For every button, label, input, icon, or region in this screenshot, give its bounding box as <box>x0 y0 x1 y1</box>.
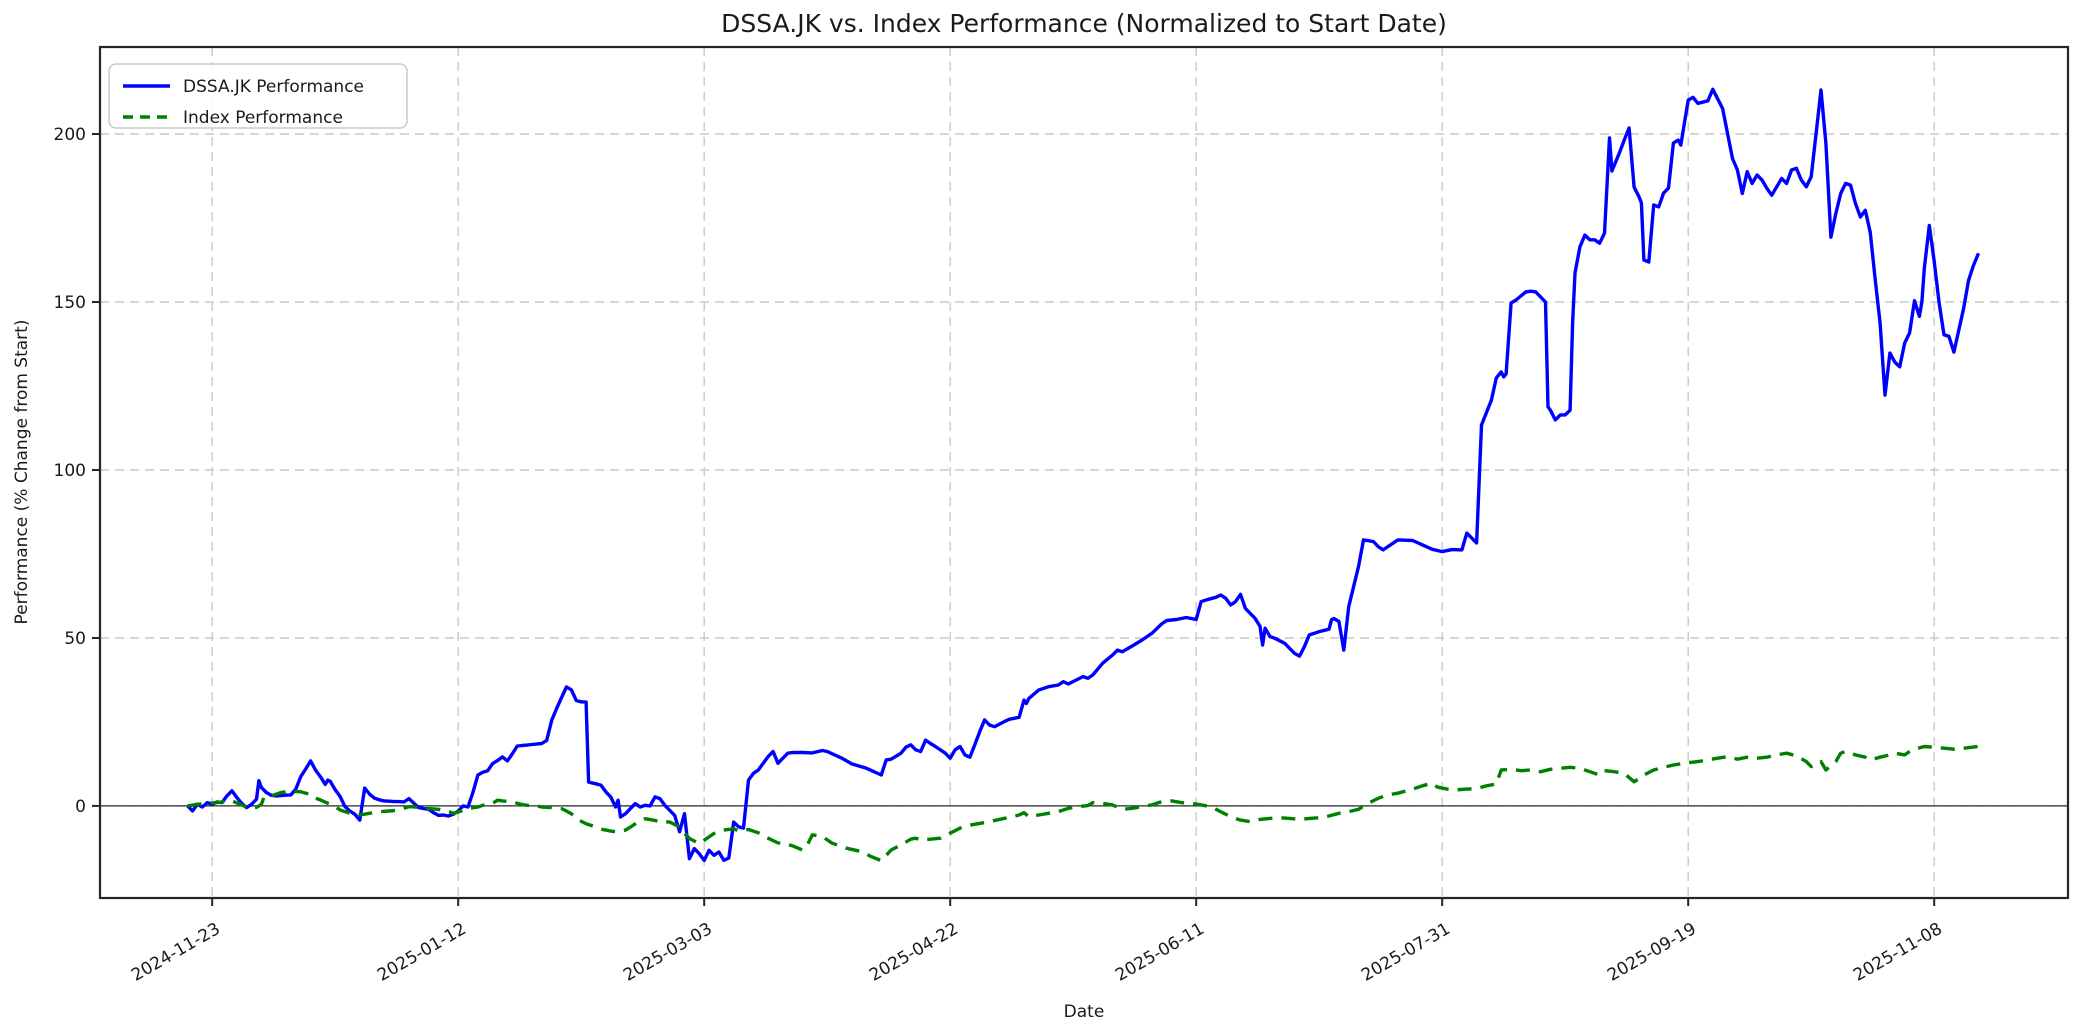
x-tick-label: 2025-09-19 <box>1604 919 1700 986</box>
x-tick-label: 2024-11-23 <box>128 919 224 986</box>
grid-layer <box>100 47 2068 898</box>
y-tick-label: 50 <box>64 629 86 649</box>
y-tick-label: 200 <box>54 125 86 145</box>
x-tick-label: 2025-04-22 <box>866 919 962 986</box>
legend-box <box>108 63 408 129</box>
x-axis-label: Date <box>1064 1002 1105 1022</box>
legend: DSSA.JK Performance Index Performance <box>108 63 408 129</box>
legend-label-dssa: DSSA.JK Performance <box>183 77 364 97</box>
x-tick-label: 2025-01-12 <box>374 919 470 986</box>
y-tick-label: 0 <box>75 797 86 817</box>
plot-border <box>98 45 2070 900</box>
series-line-1 <box>187 744 1979 863</box>
tick-layer: 2024-11-23 2025-01-12 2025-03-03 2025-04-22… <box>54 125 1946 986</box>
legend-label-index: Index Performance <box>183 108 343 128</box>
y-tick-label: 150 <box>54 293 86 313</box>
series-line-0 <box>186 87 1981 863</box>
x-tick-label: 2025-06-11 <box>1112 919 1208 986</box>
chart-title: DSSA.JK vs. Index Performance (Normalize… <box>721 9 1447 38</box>
y-tick-label: 100 <box>54 461 86 481</box>
series-layer <box>186 87 1981 863</box>
x-tick-label: 2025-11-08 <box>1850 919 1946 986</box>
y-axis-label: Performance (% Change from Start) <box>12 320 32 625</box>
x-tick-label: 2025-03-03 <box>620 919 716 986</box>
x-tick-label: 2025-07-31 <box>1358 919 1454 986</box>
